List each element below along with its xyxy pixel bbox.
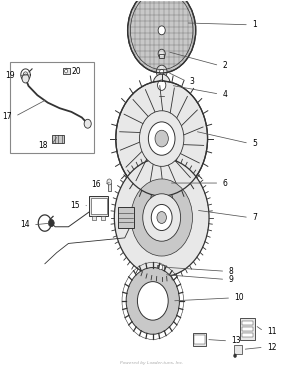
Text: 8: 8 — [228, 267, 233, 276]
Circle shape — [160, 178, 169, 188]
Circle shape — [143, 194, 181, 241]
Bar — [157, 264, 164, 270]
Text: 1: 1 — [252, 20, 257, 29]
Bar — [159, 54, 164, 58]
Bar — [194, 335, 205, 344]
Text: 5: 5 — [252, 139, 257, 148]
Text: Powered by Loader-tuns, Inc.: Powered by Loader-tuns, Inc. — [120, 360, 183, 365]
Bar — [62, 68, 70, 74]
Circle shape — [157, 212, 166, 224]
Circle shape — [64, 69, 68, 73]
Text: 2: 2 — [222, 61, 227, 70]
Bar — [242, 327, 253, 331]
Circle shape — [126, 267, 179, 334]
Text: 12: 12 — [267, 343, 276, 352]
Circle shape — [137, 282, 168, 320]
Circle shape — [155, 130, 168, 147]
Bar — [118, 207, 134, 228]
Text: 18: 18 — [38, 141, 48, 151]
Circle shape — [234, 354, 237, 357]
Text: 9: 9 — [228, 275, 233, 284]
Text: 17: 17 — [3, 112, 12, 121]
Text: 6: 6 — [222, 179, 227, 187]
Circle shape — [84, 119, 91, 128]
Bar — [193, 333, 206, 346]
Text: 4: 4 — [222, 90, 227, 99]
Circle shape — [163, 181, 166, 185]
Text: 15: 15 — [71, 201, 80, 210]
Bar — [157, 272, 164, 277]
Bar — [101, 216, 105, 220]
Circle shape — [107, 179, 112, 185]
Text: 11: 11 — [267, 327, 276, 336]
Circle shape — [151, 205, 172, 231]
Circle shape — [156, 65, 167, 78]
Circle shape — [160, 69, 164, 74]
Bar — [240, 318, 255, 340]
Text: 10: 10 — [234, 294, 244, 302]
Circle shape — [116, 81, 208, 196]
Circle shape — [128, 0, 196, 73]
Text: 14: 14 — [20, 221, 30, 230]
Circle shape — [22, 74, 29, 83]
Circle shape — [131, 179, 193, 256]
Circle shape — [158, 49, 165, 58]
Bar — [92, 216, 96, 220]
Text: 13: 13 — [231, 336, 241, 346]
Bar — [234, 345, 242, 353]
Circle shape — [114, 158, 209, 277]
Circle shape — [153, 74, 171, 96]
Bar — [242, 321, 253, 325]
Bar — [89, 196, 108, 216]
Text: 7: 7 — [252, 213, 257, 222]
Circle shape — [158, 80, 166, 90]
Text: 16: 16 — [92, 180, 101, 189]
Circle shape — [140, 111, 184, 166]
Bar — [10, 62, 94, 153]
Circle shape — [158, 264, 163, 270]
Circle shape — [158, 26, 165, 35]
Bar — [52, 135, 64, 143]
Bar — [242, 333, 253, 337]
Circle shape — [148, 122, 175, 155]
Bar — [91, 198, 107, 214]
Bar — [107, 183, 111, 191]
Text: 19: 19 — [6, 71, 15, 80]
Text: 3: 3 — [190, 77, 195, 86]
Circle shape — [48, 219, 54, 227]
Text: 20: 20 — [71, 67, 81, 76]
